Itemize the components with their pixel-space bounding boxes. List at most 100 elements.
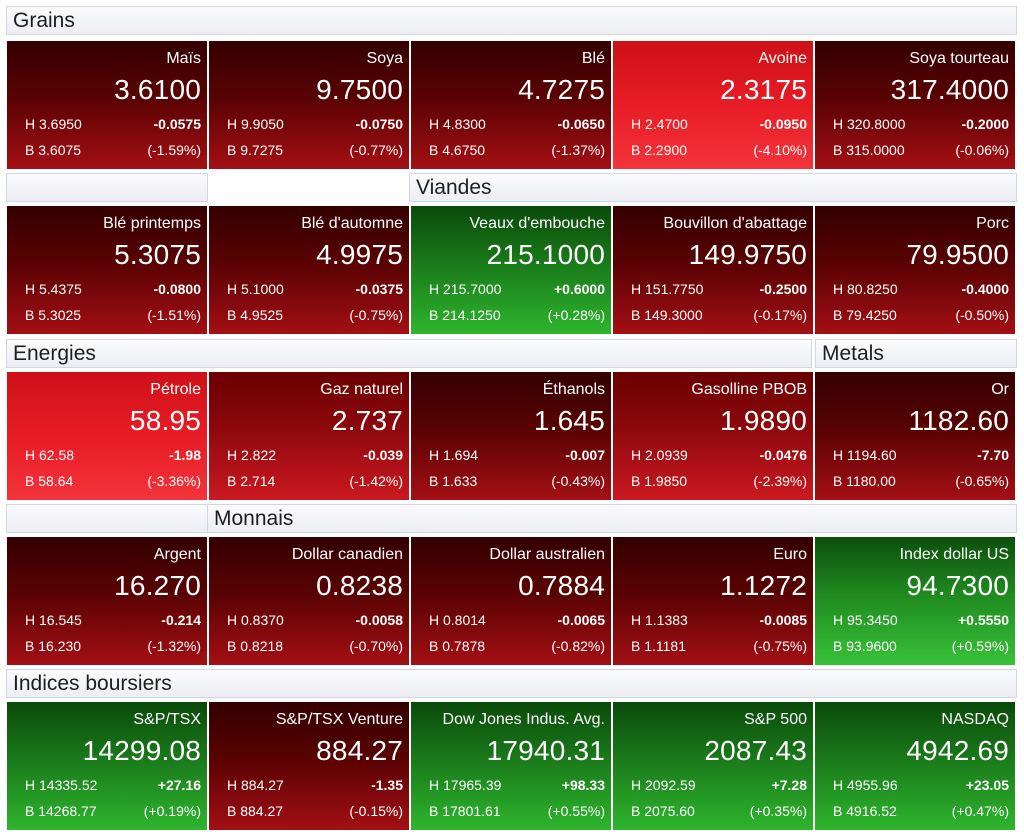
quote-tile-sp-tsx-venture[interactable]: S&P/TSX Venture 884.27 H 884.27 B 884.27… [209, 702, 409, 830]
quote-high: H 2.4700 [631, 116, 688, 132]
quote-value: 215.1000 [486, 239, 605, 270]
quote-change: -0.0950 [759, 116, 807, 132]
quote-name: Avoine [758, 50, 807, 67]
quote-high: H 9.9050 [227, 116, 284, 132]
quote-tile-ethanols[interactable]: Éthanols 1.645 H 1.694 B 1.633 -0.007 (-… [411, 372, 611, 500]
quote-value: 4.9975 [316, 239, 403, 270]
quote-low: B 149.3000 [631, 307, 703, 323]
section-title: Energies [13, 342, 96, 365]
quote-tile-soya[interactable]: Soya 9.7500 H 9.9050 B 9.7275 -0.0750 (-… [209, 41, 409, 169]
quote-percent: (+0.19%) [143, 803, 201, 819]
quote-tile-nasdaq[interactable]: NASDAQ 4942.69 H 4955.96 B 4916.52 +23.0… [815, 702, 1015, 830]
quote-tile-petrole[interactable]: Pétrole 58.95 H 62.58 B 58.64 -1.98 (-3.… [7, 372, 207, 500]
quote-high: H 1.694 [429, 447, 479, 463]
quote-low: B 1.1181 [631, 638, 687, 654]
quote-tile-porc[interactable]: Porc 79.9500 H 80.8250 B 79.4250 -0.4000… [815, 206, 1015, 334]
quote-tile-gasolline-pbob[interactable]: Gasolline PBOB 1.9890 H 2.0939 B 1.9850 … [613, 372, 813, 500]
quote-low: B 315.0000 [833, 142, 905, 158]
quote-value: 0.8238 [316, 570, 403, 601]
quote-high: H 16.545 [25, 612, 82, 628]
quote-percent: (-3.36%) [147, 473, 201, 489]
quote-low: B 16.230 [25, 638, 82, 654]
quote-high: H 1194.60 [833, 447, 897, 463]
quote-low: B 79.4250 [833, 307, 897, 323]
quote-percent: (-0.65%) [955, 473, 1009, 489]
quote-change: -0.0750 [355, 116, 403, 132]
quote-change: -0.039 [363, 447, 403, 463]
quote-name: Index dollar US [899, 546, 1009, 563]
quote-value: 94.7300 [906, 570, 1009, 601]
quote-tile-index-dollar-us[interactable]: Index dollar US 94.7300 H 95.3450 B 93.9… [815, 537, 1015, 665]
quote-low: B 1.9850 [631, 473, 688, 489]
quote-high: H 0.8014 [429, 612, 486, 628]
quote-low: B 5.3025 [25, 307, 82, 323]
quote-value: 5.3075 [114, 239, 201, 270]
quote-value: 17940.31 [486, 735, 605, 766]
section-header-metals: Metals [815, 339, 1017, 368]
quote-change: +98.33 [561, 777, 605, 793]
quote-name: Soya tourteau [909, 50, 1009, 67]
quote-tile-sp-tsx[interactable]: S&P/TSX 14299.08 H 14335.52 B 14268.77 +… [7, 702, 207, 830]
quote-name: Éthanols [542, 381, 605, 398]
quote-tile-veaux-embouche[interactable]: Veaux d'embouche 215.1000 H 215.7000 B 2… [411, 206, 611, 334]
quote-name: S&P/TSX [133, 711, 201, 728]
quote-percent: (-1.42%) [349, 473, 403, 489]
quote-tile-argent[interactable]: Argent 16.270 H 16.545 B 16.230 -0.214 (… [7, 537, 207, 665]
quote-high: H 5.1000 [227, 281, 284, 297]
quote-tile-ble-automne[interactable]: Blé d'automne 4.9975 H 5.1000 B 4.9525 -… [209, 206, 409, 334]
quote-name: Or [991, 381, 1009, 398]
quote-high: H 4.8300 [429, 116, 486, 132]
quote-high: H 1.1383 [631, 612, 688, 628]
quote-high: H 3.6950 [25, 116, 82, 132]
quote-name: S&P/TSX Venture [275, 711, 403, 728]
quote-tile-sp-500[interactable]: S&P 500 2087.43 H 2092.59 B 2075.60 +7.2… [613, 702, 813, 830]
quote-low: B 4.6750 [429, 142, 486, 158]
quote-tile-dow-jones[interactable]: Dow Jones Indus. Avg. 17940.31 H 17965.3… [411, 702, 611, 830]
quote-tile-or[interactable]: Or 1182.60 H 1194.60 B 1180.00 -7.70 (-0… [815, 372, 1015, 500]
quote-tile-mais[interactable]: Maïs 3.6100 H 3.6950 B 3.6075 -0.0575 (-… [7, 41, 207, 169]
quote-tile-gaz-naturel[interactable]: Gaz naturel 2.737 H 2.822 B 2.714 -0.039… [209, 372, 409, 500]
quote-percent: (-1.37%) [551, 142, 605, 158]
quote-tile-ble-printemps[interactable]: Blé printemps 5.3075 H 5.4375 B 5.3025 -… [7, 206, 207, 334]
quote-percent: (-0.06%) [955, 142, 1009, 158]
quote-change: -0.007 [565, 447, 605, 463]
section-title: Viandes [416, 176, 492, 199]
quote-value: 317.4000 [890, 74, 1009, 105]
quote-value: 58.95 [129, 405, 201, 436]
quote-value: 1.645 [533, 405, 605, 436]
quote-name: NASDAQ [941, 711, 1009, 728]
quote-tile-ble[interactable]: Blé 4.7275 H 4.8300 B 4.6750 -0.0650 (-1… [411, 41, 611, 169]
quote-name: Pétrole [150, 381, 201, 398]
quote-tile-dollar-australien[interactable]: Dollar australien 0.7884 H 0.8014 B 0.78… [411, 537, 611, 665]
quote-tile-euro[interactable]: Euro 1.1272 H 1.1383 B 1.1181 -0.0085 (-… [613, 537, 813, 665]
quote-percent: (-0.43%) [551, 473, 605, 489]
quote-percent: (-1.32%) [147, 638, 201, 654]
quote-percent: (-2.39%) [753, 473, 807, 489]
section-header-grains: Grains [6, 6, 1017, 35]
quote-name: Gasolline PBOB [691, 381, 807, 398]
quote-tile-avoine[interactable]: Avoine 2.3175 H 2.4700 B 2.2900 -0.0950 … [613, 41, 813, 169]
quote-high: H 95.3450 [833, 612, 898, 628]
quote-tile-soya-tourteau[interactable]: Soya tourteau 317.4000 H 320.8000 B 315.… [815, 41, 1015, 169]
quote-value: 884.27 [316, 735, 403, 766]
quote-percent: (-0.15%) [349, 803, 403, 819]
quote-high: H 215.7000 [429, 281, 502, 297]
quote-percent: (-1.59%) [147, 142, 201, 158]
quote-value: 2.3175 [720, 74, 807, 105]
section-header-indices: Indices boursiers [6, 669, 1017, 698]
quote-tile-bouvillon-abattage[interactable]: Bouvillon d'abattage 149.9750 H 151.7750… [613, 206, 813, 334]
quote-name: Gaz naturel [320, 381, 403, 398]
quote-low: B 9.7275 [227, 142, 284, 158]
quote-percent: (-0.17%) [753, 307, 807, 323]
quote-low: B 14268.77 [25, 803, 97, 819]
quote-percent: (-0.82%) [551, 638, 605, 654]
quote-value: 0.7884 [518, 570, 605, 601]
quote-change: -0.0375 [355, 281, 403, 297]
quote-percent: (-0.75%) [753, 638, 807, 654]
quote-value: 4.7275 [518, 74, 605, 105]
quote-name: Bouvillon d'abattage [663, 215, 807, 232]
quote-change: -0.0476 [759, 447, 807, 463]
quote-tile-dollar-canadien[interactable]: Dollar canadien 0.8238 H 0.8370 B 0.8218… [209, 537, 409, 665]
quote-high: H 17965.39 [429, 777, 502, 793]
quote-percent: (-0.77%) [349, 142, 403, 158]
